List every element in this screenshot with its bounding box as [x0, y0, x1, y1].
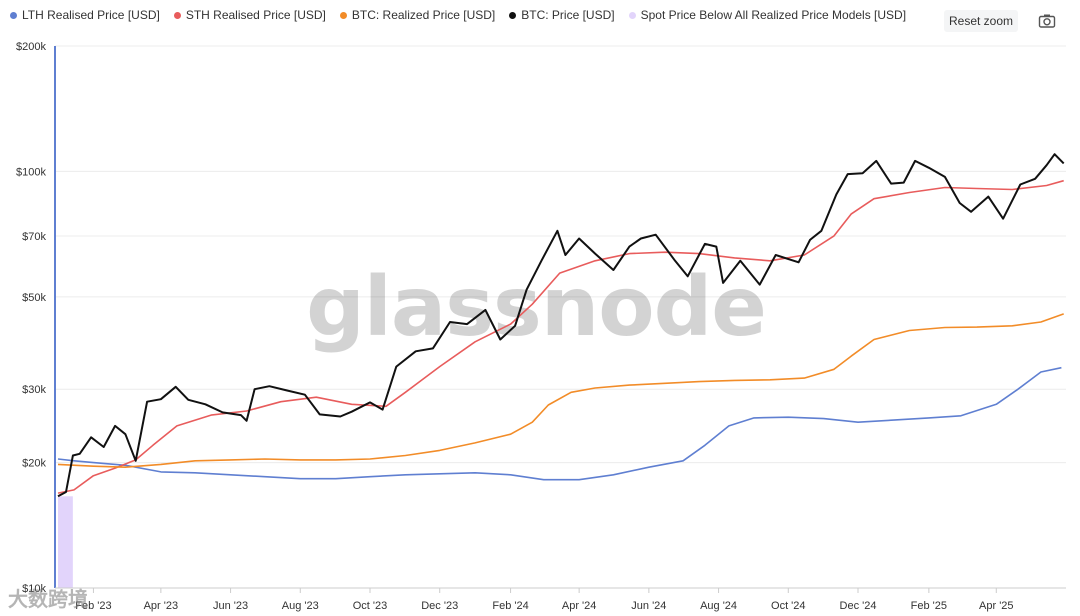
y-tick-label: $30k — [22, 384, 46, 396]
x-tick-label: Dec '24 — [840, 600, 877, 612]
y-tick-label: $20k — [22, 458, 46, 470]
legend-item-sth[interactable]: STH Realised Price [USD] — [173, 8, 326, 22]
x-tick-label: Aug '23 — [282, 600, 319, 612]
series-line-sth-realised-price-usd — [57, 179, 1064, 494]
x-tick-label: Dec '23 — [421, 600, 458, 612]
reset-zoom-button[interactable]: Reset zoom — [944, 10, 1018, 32]
spot-below-realized-band — [58, 496, 73, 588]
legend-label: BTC: Realized Price [USD] — [351, 8, 496, 22]
corner-logo-watermark: 大数跨境 — [8, 583, 88, 612]
x-tick-label: Feb '24 — [492, 600, 528, 612]
corner-mark-text: 大数跨境 — [8, 589, 88, 611]
legend-swatch — [10, 11, 17, 19]
x-tick-label: Feb '23 — [75, 600, 111, 612]
series-layer — [57, 153, 1065, 498]
y-tick-label: $200k — [16, 41, 46, 53]
legend-swatch — [628, 11, 636, 19]
x-tick-label: Oct '24 — [771, 600, 806, 612]
legend-label: BTC: Price [USD] — [521, 8, 615, 22]
x-tick-label: Jun '23 — [213, 600, 248, 612]
legend-swatch — [339, 11, 347, 19]
legend-label: LTH Realised Price [USD] — [22, 8, 160, 22]
legend-swatch — [173, 11, 181, 19]
legend-label: STH Realised Price [USD] — [185, 8, 326, 22]
x-tick-label: Apr '24 — [562, 600, 597, 612]
chart-legend: LTH Realised Price [USD] STH Realised Pr… — [10, 8, 906, 22]
x-tick-label: Aug '24 — [700, 600, 737, 612]
y-axis-ticks: $10k $20k $30k $50k $70k $100k $200k — [16, 41, 46, 595]
series-line-btc-realized-price-usd — [57, 313, 1064, 468]
y-tick-label: $100k — [16, 166, 46, 178]
glassnode-watermark-logo: glassnode — [306, 260, 766, 355]
legend-item-price[interactable]: BTC: Price [USD] — [509, 8, 615, 22]
y-tick-label: $10k — [22, 583, 46, 595]
highlight-band-layer — [58, 496, 73, 588]
legend-label: Spot Price Below All Realized Price Mode… — [640, 8, 907, 22]
y-tick-label: $50k — [22, 292, 46, 304]
camera-icon[interactable] — [1038, 12, 1056, 30]
x-tick-label: Feb '25 — [911, 600, 947, 612]
legend-item-spot-below[interactable]: Spot Price Below All Realized Price Mode… — [628, 8, 907, 22]
y-tick-label: $70k — [22, 231, 46, 243]
legend-item-lth[interactable]: LTH Realised Price [USD] — [10, 8, 160, 22]
x-tick-label: Jun '24 — [631, 600, 666, 612]
legend-swatch — [509, 11, 517, 19]
series-line-lth-realised-price-usd — [57, 366, 1062, 481]
series-line-btc-price-usd — [57, 153, 1065, 498]
legend-item-realized[interactable]: BTC: Realized Price [USD] — [339, 8, 496, 22]
x-axis-ticks: Feb '23 Apr '23 Jun '23 Aug '23 Oct '23 Dec '… — [75, 588, 1014, 612]
x-tick-label: Oct '23 — [353, 600, 388, 612]
x-tick-label: Apr '23 — [144, 600, 179, 612]
x-tick-label: Apr '25 — [979, 600, 1014, 612]
